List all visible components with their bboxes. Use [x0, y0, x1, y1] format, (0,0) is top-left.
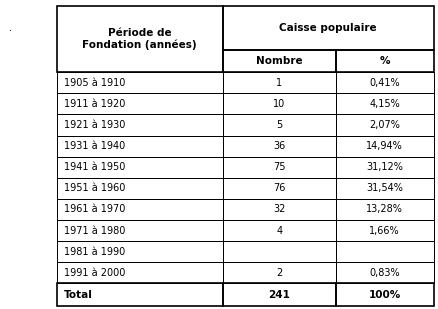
Text: 13,28%: 13,28% [366, 205, 403, 214]
Text: 1941 à 1950: 1941 à 1950 [64, 162, 125, 172]
Text: 1,66%: 1,66% [369, 226, 400, 235]
Text: Caisse populaire: Caisse populaire [279, 23, 377, 33]
Bar [336, 72, 434, 93]
Bar [336, 199, 434, 220]
Bar [223, 178, 336, 199]
Bar [57, 262, 223, 283]
Text: 31,54%: 31,54% [366, 183, 403, 193]
Bar [223, 283, 336, 306]
Bar [223, 72, 336, 93]
Text: 2: 2 [276, 268, 283, 278]
Text: 32: 32 [273, 205, 286, 214]
Text: 1: 1 [276, 78, 282, 88]
Bar [57, 6, 223, 72]
Bar [336, 136, 434, 157]
Text: .: . [9, 23, 12, 33]
Text: 31,12%: 31,12% [366, 162, 403, 172]
Bar [57, 157, 223, 178]
Bar [223, 241, 336, 262]
Bar [336, 157, 434, 178]
Text: Total: Total [64, 290, 92, 300]
Bar [336, 262, 434, 283]
Bar [336, 241, 434, 262]
Text: 1961 à 1970: 1961 à 1970 [64, 205, 125, 214]
Bar [223, 157, 336, 178]
Text: 75: 75 [273, 162, 286, 172]
Bar [336, 50, 434, 72]
Text: 241: 241 [268, 290, 290, 300]
Text: %: % [379, 56, 390, 66]
Bar [336, 220, 434, 241]
Bar [223, 220, 336, 241]
Text: 4: 4 [276, 226, 282, 235]
Bar [336, 93, 434, 114]
Bar [223, 262, 336, 283]
Bar [57, 199, 223, 220]
Bar [223, 114, 336, 136]
Text: 36: 36 [273, 141, 285, 151]
Bar [57, 220, 223, 241]
Text: 1971 à 1980: 1971 à 1980 [64, 226, 125, 235]
Bar [336, 283, 434, 306]
Text: 5: 5 [276, 120, 283, 130]
Bar [57, 72, 223, 93]
Bar [336, 178, 434, 199]
Text: Période de
Fondation (années): Période de Fondation (années) [82, 28, 197, 50]
Bar [57, 178, 223, 199]
Text: 0,83%: 0,83% [369, 268, 400, 278]
Text: 1981 à 1990: 1981 à 1990 [64, 247, 125, 257]
Bar [57, 114, 223, 136]
Text: 1911 à 1920: 1911 à 1920 [64, 99, 125, 109]
Bar [336, 114, 434, 136]
Bar [57, 136, 223, 157]
Text: 2,07%: 2,07% [369, 120, 400, 130]
Bar [57, 93, 223, 114]
Text: 1931 à 1940: 1931 à 1940 [64, 141, 125, 151]
Text: 14,94%: 14,94% [366, 141, 403, 151]
Bar [223, 50, 336, 72]
Text: 1991 à 2000: 1991 à 2000 [64, 268, 125, 278]
Bar [223, 93, 336, 114]
Bar [223, 136, 336, 157]
Text: 10: 10 [273, 99, 285, 109]
Text: 1921 à 1930: 1921 à 1930 [64, 120, 125, 130]
Text: 100%: 100% [368, 290, 401, 300]
Text: 1951 à 1960: 1951 à 1960 [64, 183, 125, 193]
Text: Nombre: Nombre [256, 56, 303, 66]
Text: 76: 76 [273, 183, 286, 193]
Bar [57, 283, 223, 306]
Bar [57, 241, 223, 262]
Text: 4,15%: 4,15% [369, 99, 400, 109]
Bar [223, 6, 434, 50]
Text: 0,41%: 0,41% [369, 78, 400, 88]
Text: 1905 à 1910: 1905 à 1910 [64, 78, 125, 88]
Bar [223, 199, 336, 220]
